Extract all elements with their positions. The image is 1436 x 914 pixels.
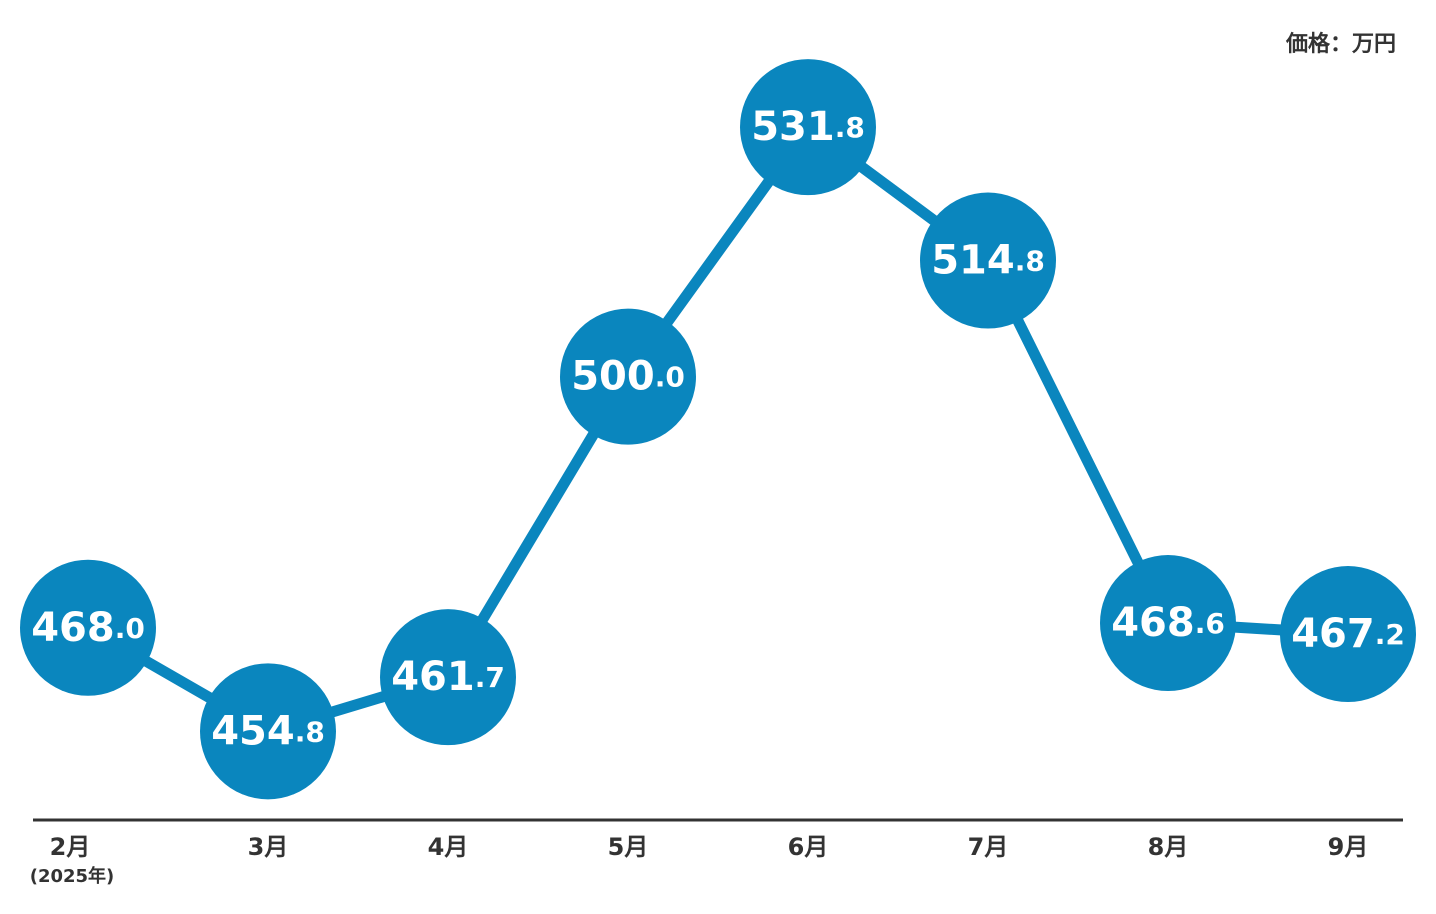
point xyxy=(200,663,336,800)
point xyxy=(20,559,156,696)
unit-label: 価格：万円 xyxy=(1285,31,1396,57)
x-tick-label: 3月 xyxy=(248,833,289,861)
x-tick-label: 8月 xyxy=(1148,833,1189,861)
x-tick-label: 6月 xyxy=(788,833,829,861)
value-label: 468.6 xyxy=(1111,600,1225,646)
value-label: 461.7 xyxy=(391,654,505,700)
point xyxy=(1280,566,1416,703)
x-tick-label: 9月 xyxy=(1328,833,1369,861)
x-tick-label: 7月 xyxy=(968,833,1009,861)
x-note: (2025年) xyxy=(30,865,115,887)
value-label: 467.2 xyxy=(1291,611,1405,657)
point xyxy=(380,609,516,746)
value-label: 500.0 xyxy=(571,354,685,400)
x-tick-label: 4月 xyxy=(428,833,469,861)
x-tick-label: 2月 xyxy=(50,833,91,861)
point xyxy=(920,192,1056,329)
point xyxy=(560,308,696,445)
value-label: 454.8 xyxy=(211,708,325,754)
value-label: 531.8 xyxy=(751,104,865,150)
value-label: 468.0 xyxy=(31,605,145,651)
point xyxy=(1100,555,1236,692)
value-label: 514.8 xyxy=(931,238,1045,284)
x-tick-label: 5月 xyxy=(608,833,649,861)
point xyxy=(740,59,876,196)
